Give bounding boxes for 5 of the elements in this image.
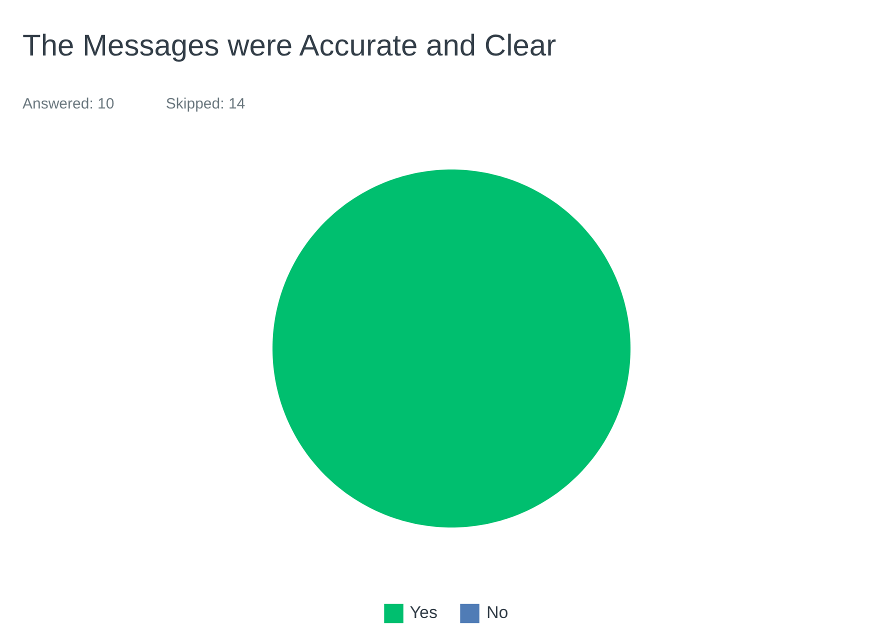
- legend-label: No: [486, 603, 508, 623]
- text: Skipped: 14: [166, 96, 246, 112]
- chart-title: The Messages were Accurate and Clear: [22, 30, 556, 62]
- text: Answered: 10: [22, 96, 114, 112]
- legend-label: Yes: [410, 603, 438, 623]
